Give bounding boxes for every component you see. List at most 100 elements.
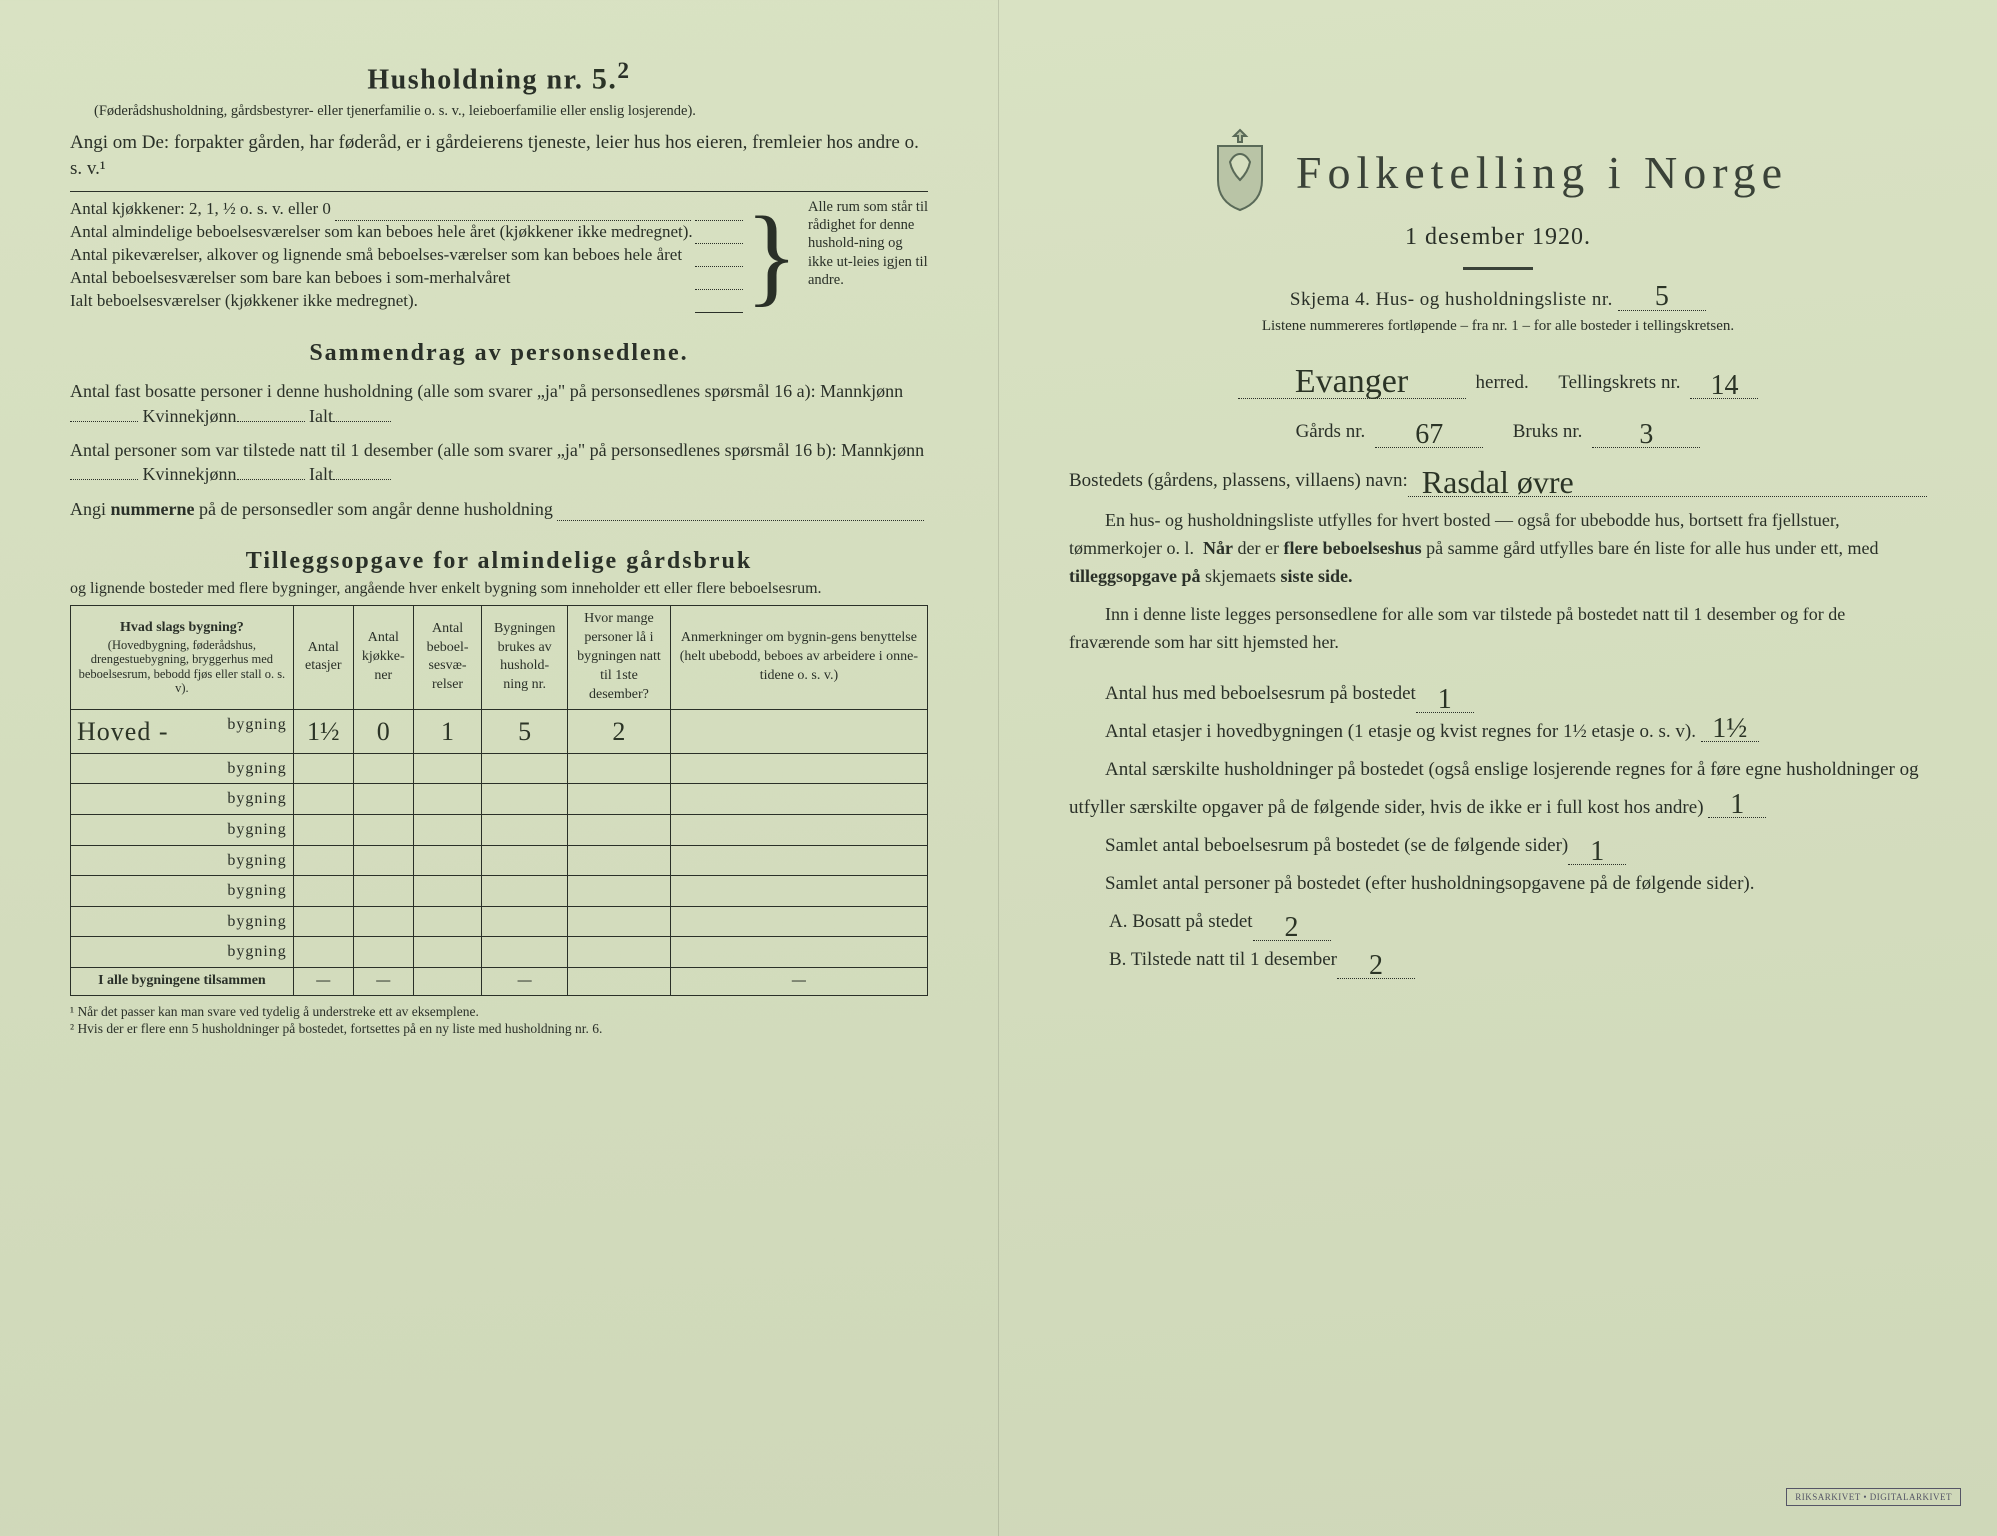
- table-row: bygning: [71, 814, 928, 845]
- para-1: En hus- og husholdningsliste utfylles fo…: [1069, 507, 1927, 591]
- rooms-l4-label: Ialt beboelsesværelser (kjøkkener ikke m…: [70, 290, 695, 313]
- s2-value: 1½: [1701, 716, 1759, 742]
- th-c1-sub: (Hovedbygning, føderådshus, drengestueby…: [77, 638, 287, 696]
- s2-ialt2-val: [333, 479, 391, 480]
- date-line: 1 desember 1920.: [1069, 221, 1927, 253]
- s2-l1a: Antal fast bosatte personer i denne hush…: [70, 381, 816, 401]
- rooms-block: Antal kjøkkener: 2, 1, ½ o. s. v. eller …: [70, 198, 928, 313]
- krets-label: Tellingskrets nr.: [1558, 366, 1680, 399]
- row1-label: bygning: [227, 716, 286, 733]
- rooms-l2-value: [695, 266, 743, 267]
- krets-value: 14: [1690, 373, 1758, 399]
- para-2: Inn i denne liste legges personsedlene f…: [1069, 601, 1927, 657]
- building-table: Hvad slags bygning? (Hovedbygning, føder…: [70, 605, 928, 996]
- table-row: bygning: [71, 906, 928, 937]
- rooms-l1-label: Antal almindelige beboelsesværelser som …: [70, 221, 695, 244]
- row-label: bygning: [227, 790, 286, 807]
- herred-row: Evanger herred. Tellingskrets nr. 14: [1069, 366, 1927, 399]
- document-spread: Husholdning nr. 5.2 (Føderådshusholdning…: [0, 0, 1997, 1536]
- s2-ialt-val: [333, 421, 391, 422]
- note-foderads: (Føderådshusholdning, gårdsbestyrer- ell…: [94, 102, 928, 120]
- row-label: bygning: [227, 882, 286, 899]
- s2-line1: Antal fast bosatte personer i denne hush…: [70, 379, 928, 428]
- rooms-l1: Antal almindelige beboelsesværelser som …: [70, 221, 743, 244]
- bruks-label: Bruks nr.: [1513, 415, 1583, 448]
- sum-3: Antal særskilte husholdninger på bostede…: [1069, 751, 1927, 827]
- table-row: Hoved - bygning 1½ 0 1 5 2: [71, 709, 928, 753]
- row1-anm: [670, 709, 927, 753]
- brace-icon: }: [743, 206, 800, 305]
- s4-label: Samlet antal beboelsesrum på bostedet (s…: [1069, 827, 1568, 865]
- skjema-line: Skjema 4. Hus- og husholdningsliste nr. …: [1069, 284, 1927, 313]
- th-c3: Antal kjøkke-ner: [353, 606, 413, 709]
- s2-mk2: Mannkjønn: [841, 440, 924, 460]
- table-row: bygning: [71, 845, 928, 876]
- row1-name: Hoved - bygning: [71, 709, 294, 753]
- table-row: bygning: [71, 784, 928, 815]
- herred-label: herred.: [1476, 366, 1529, 399]
- th-c6: Hvor mange personer lå i bygningen natt …: [568, 606, 671, 709]
- angi-line: Angi om De: forpakter gården, har føderå…: [70, 130, 928, 181]
- navn-row: Bostedets (gårdens, plassens, villaens) …: [1069, 464, 1927, 497]
- row-label: bygning: [227, 821, 286, 838]
- th-c4: Antal beboel-sesvæ-relser: [413, 606, 482, 709]
- sA-value: 2: [1253, 915, 1331, 941]
- row1-personer: 2: [568, 709, 671, 753]
- s2-ialt2: Ialt: [309, 464, 333, 484]
- archive-stamp: RIKSARKIVET • DIGITALARKIVET: [1786, 1488, 1961, 1506]
- row1-kjokken: 0: [353, 709, 413, 753]
- gards-value: 67: [1375, 422, 1483, 448]
- household-number: 5.: [592, 62, 618, 95]
- kjokken-label: Antal kjøkkener: 2, 1, ½ o. s. v. eller …: [70, 198, 331, 221]
- rooms-l3-value: [695, 289, 743, 290]
- gards-row: Gårds nr. 67 Bruks nr. 3: [1069, 415, 1927, 448]
- main-title: Folketelling i Norge: [1296, 142, 1788, 204]
- right-body: Evanger herred. Tellingskrets nr. 14 Går…: [1069, 366, 1927, 979]
- s4-value: 1: [1568, 839, 1626, 865]
- s2-ialt: Ialt: [309, 406, 333, 426]
- s2-l3-label: Angi nummerne på de personsedler som ang…: [70, 497, 553, 521]
- s2-mk: Mannkjønn: [820, 381, 903, 401]
- row-label: bygning: [227, 943, 286, 960]
- herred-value: Evanger: [1238, 367, 1466, 399]
- listene-note: Listene nummereres fortløpende – fra nr.…: [1069, 317, 1927, 336]
- s2-label: Antal etasjer i hovedbygningen (1 etasje…: [1105, 721, 1696, 742]
- th-c5: Bygningen brukes av hushold-ning nr.: [482, 606, 568, 709]
- rooms-l3-label: Antal beboelsesværelser som bare kan beb…: [70, 267, 695, 290]
- brace-note: Alle rum som står til rådighet for denne…: [800, 198, 928, 313]
- footnotes: ¹ Når det passer kan man svare ved tydel…: [70, 1004, 928, 1038]
- summary-block: Antal hus med beboelsesrum på bostedet 1…: [1069, 675, 1927, 979]
- th-bygning: Hvad slags bygning? (Hovedbygning, føder…: [71, 606, 294, 709]
- s2-l2a: Antal personer som var tilstede natt til…: [70, 440, 837, 460]
- blank-line: [70, 191, 928, 192]
- footnote-2-text: Hvis der er flere enn 5 husholdninger på…: [77, 1021, 602, 1036]
- page-left: Husholdning nr. 5.2 (Føderådshusholdning…: [0, 0, 999, 1536]
- household-heading: Husholdning nr. 5.2: [70, 56, 928, 100]
- title-row: Folketelling i Norge: [1069, 128, 1927, 219]
- navn-label: Bostedets (gårdens, plassens, villaens) …: [1069, 464, 1408, 497]
- s3-value: 1: [1708, 792, 1766, 818]
- table-row: bygning: [71, 937, 928, 968]
- gards-label: Gårds nr.: [1296, 415, 1366, 448]
- rooms-l4: Ialt beboelsesværelser (kjøkkener ikke m…: [70, 290, 743, 313]
- row1-hushold: 5: [482, 709, 568, 753]
- row-label: bygning: [227, 913, 286, 930]
- footnote-1-text: Når det passer kan man svare ved tydelig…: [77, 1004, 478, 1019]
- title-block: Folketelling i Norge 1 desember 1920. Sk…: [1069, 128, 1927, 336]
- household-heading-prefix: Husholdning nr.: [367, 64, 583, 95]
- rooms-l2: Antal pikeværelser, alkover og lignende …: [70, 244, 743, 267]
- th-c2: Antal etasjer: [293, 606, 353, 709]
- skjema-no: 5: [1618, 284, 1706, 310]
- sum-A: A. Bosatt på stedet 2: [1109, 903, 1927, 941]
- s1-label: Antal hus med beboelsesrum på bostedet: [1069, 675, 1416, 713]
- s2-mk-val: [70, 421, 138, 422]
- table-row: bygning: [71, 876, 928, 907]
- table-footer: I alle bygningene tilsammen ————: [71, 967, 928, 995]
- sum-2: Antal etasjer i hovedbygningen (1 etasje…: [1069, 713, 1927, 751]
- rooms-l3: Antal beboelsesværelser som bare kan beb…: [70, 267, 743, 290]
- s1-value: 1: [1416, 687, 1474, 713]
- divider: [1463, 267, 1533, 270]
- s2-line3: Angi nummerne på de personsedler som ang…: [70, 497, 928, 521]
- row1-beboelse: 1: [413, 709, 482, 753]
- th-c7: Anmerkninger om bygnin-gens benyttelse (…: [670, 606, 927, 709]
